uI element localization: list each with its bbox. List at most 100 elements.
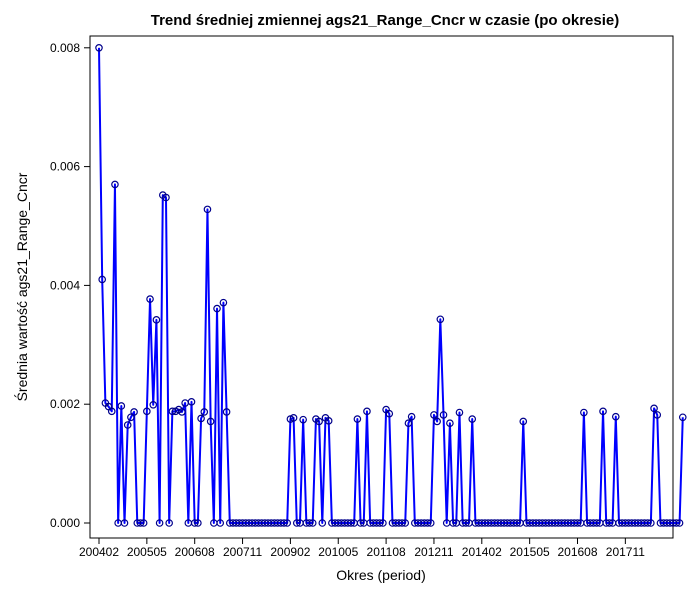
data-point bbox=[318, 519, 327, 527]
x-tick-label: 201505 bbox=[510, 545, 550, 559]
data-point bbox=[95, 43, 103, 52]
data-point bbox=[219, 298, 228, 307]
data-point bbox=[347, 519, 355, 527]
data-point bbox=[426, 519, 435, 527]
plot-frame bbox=[89, 35, 674, 539]
data-point bbox=[385, 409, 394, 418]
data-point bbox=[308, 519, 317, 527]
x-tick-label: 200505 bbox=[127, 545, 167, 559]
data-point bbox=[146, 295, 154, 303]
data-point bbox=[178, 408, 186, 416]
data-point bbox=[446, 419, 454, 428]
data-point bbox=[433, 417, 441, 426]
data-point bbox=[139, 519, 148, 527]
data-point bbox=[123, 421, 132, 429]
data-point bbox=[107, 407, 116, 416]
x-tick-label: 201608 bbox=[557, 545, 597, 559]
data-point bbox=[449, 519, 457, 527]
data-point bbox=[130, 408, 138, 416]
data-point bbox=[363, 407, 371, 416]
data-point bbox=[653, 411, 662, 419]
x-tick-label: 201711 bbox=[606, 545, 645, 559]
data-point bbox=[299, 415, 307, 424]
data-point bbox=[187, 398, 196, 406]
data-point bbox=[206, 417, 215, 426]
data-point bbox=[462, 519, 470, 527]
data-point bbox=[519, 417, 528, 426]
y-tick-label: 0.000 bbox=[50, 516, 80, 530]
data-point bbox=[197, 414, 205, 423]
data-point bbox=[353, 415, 362, 423]
data-point bbox=[573, 519, 582, 527]
data-point bbox=[356, 519, 365, 527]
data-point bbox=[513, 519, 521, 527]
data-point bbox=[611, 412, 620, 421]
data-point bbox=[200, 408, 209, 416]
x-tick-label: 201005 bbox=[318, 545, 358, 559]
data-point bbox=[305, 519, 314, 527]
data-point bbox=[162, 193, 170, 202]
data-point bbox=[127, 413, 135, 422]
y-tick-label: 0.008 bbox=[50, 41, 80, 55]
data-point bbox=[149, 400, 158, 409]
data-point bbox=[315, 417, 323, 426]
data-point bbox=[120, 519, 129, 527]
data-point bbox=[194, 519, 202, 527]
data-point bbox=[117, 402, 126, 410]
data-point bbox=[404, 419, 413, 428]
data-point bbox=[605, 519, 614, 527]
series-line-group bbox=[98, 47, 684, 524]
x-tick-label: 201108 bbox=[367, 545, 406, 559]
series-points-group bbox=[95, 43, 687, 527]
y-tick-label: 0.006 bbox=[50, 160, 80, 174]
x-tick-label: 200608 bbox=[175, 545, 215, 559]
y-axis-label: Średnia wartość ags21_Range_Cncr bbox=[13, 172, 30, 401]
data-point bbox=[430, 411, 438, 419]
data-point bbox=[155, 519, 164, 527]
data-point bbox=[643, 519, 652, 527]
data-point bbox=[203, 205, 212, 214]
x-tick-label: 201402 bbox=[462, 545, 502, 559]
data-point bbox=[401, 519, 410, 527]
x-axis-label: Okres (period) bbox=[336, 567, 425, 583]
data-point bbox=[398, 519, 406, 527]
data-point bbox=[647, 519, 655, 527]
data-point bbox=[455, 408, 464, 417]
data-point bbox=[280, 519, 288, 527]
data-point bbox=[672, 519, 681, 527]
y-tick-label: 0.002 bbox=[50, 397, 80, 411]
chart-title: Trend średniej zmiennej ags21_Range_Cncr… bbox=[150, 12, 620, 29]
data-point bbox=[599, 407, 607, 416]
data-point bbox=[222, 408, 231, 416]
data-point bbox=[289, 414, 298, 422]
data-point bbox=[580, 408, 588, 417]
data-point bbox=[136, 519, 145, 527]
data-point bbox=[324, 417, 333, 425]
data-point bbox=[379, 519, 387, 527]
data-point bbox=[190, 519, 199, 527]
data-point bbox=[439, 411, 448, 419]
axes: 200402 200505 200608 200711 200902 201005 2011… bbox=[50, 41, 645, 559]
x-tick-label: 201211 bbox=[414, 545, 453, 559]
data-point bbox=[675, 519, 684, 527]
data-point bbox=[98, 275, 106, 284]
data-point bbox=[592, 519, 601, 527]
data-point bbox=[143, 407, 151, 416]
x-tick-label: 200711 bbox=[223, 545, 262, 559]
series-line bbox=[98, 47, 684, 524]
y-tick-label: 0.004 bbox=[50, 278, 80, 292]
data-point bbox=[436, 315, 445, 324]
data-point bbox=[216, 519, 225, 527]
data-point bbox=[678, 413, 687, 422]
x-tick-label: 200402 bbox=[79, 545, 119, 559]
x-tick-label: 200902 bbox=[270, 545, 310, 559]
data-point bbox=[650, 404, 658, 413]
data-point bbox=[283, 519, 292, 527]
data-point bbox=[152, 316, 161, 324]
data-point bbox=[468, 415, 477, 423]
data-point bbox=[407, 412, 416, 421]
data-point bbox=[292, 519, 301, 527]
data-point bbox=[375, 519, 384, 527]
data-point bbox=[111, 180, 119, 189]
